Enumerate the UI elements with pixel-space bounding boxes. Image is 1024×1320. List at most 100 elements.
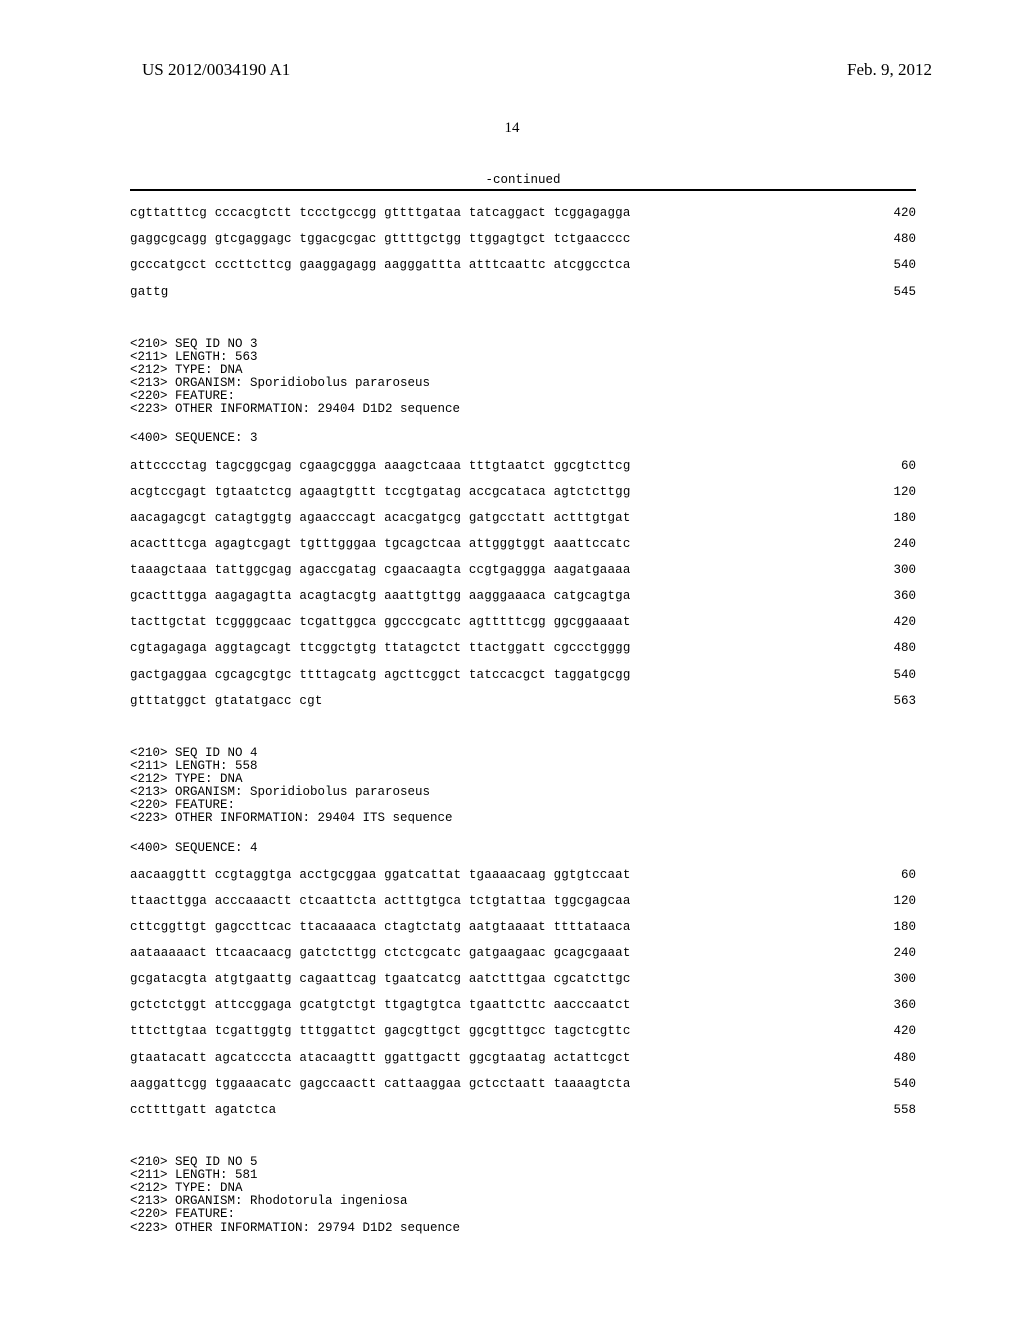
sequence-meta-line: <210> SEQ ID NO 3 — [130, 338, 916, 351]
sequence-line: gtttatggct gtatatgacc cgt 563 — [130, 695, 916, 708]
sequence-text: tacttgctat tcggggcaac tcgattggca ggcccgc… — [130, 616, 631, 629]
sequence-position: 180 — [858, 512, 916, 525]
sequence-meta-block: <400> SEQUENCE: 3 — [130, 432, 916, 445]
sequence-line: gactgaggaa cgcagcgtgc ttttagcatg agcttcg… — [130, 669, 916, 682]
sequence-text: aacagagcgt catagtggtg agaacccagt acacgat… — [130, 512, 631, 525]
sequence-text: aacaaggttt ccgtaggtga acctgcggaa ggatcat… — [130, 869, 631, 882]
sequence-text: gtaatacatt agcatcccta atacaagttt ggattga… — [130, 1052, 631, 1065]
sequence-position: 558 — [858, 1104, 916, 1117]
sequence-position: 60 — [858, 869, 916, 882]
sequence-line: gtaatacatt agcatcccta atacaagttt ggattga… — [130, 1052, 916, 1065]
sequence-line: gaggcgcagg gtcgaggagc tggacgcgac gttttgc… — [130, 233, 916, 246]
sequence-position: 545 — [858, 286, 916, 299]
sequence-meta-block: <400> SEQUENCE: 4 — [130, 842, 916, 855]
sequence-position: 480 — [858, 642, 916, 655]
sequence-position: 540 — [858, 1078, 916, 1091]
sequence-position: 360 — [858, 999, 916, 1012]
sequence-line: gattg 545 — [130, 286, 916, 299]
sequence-text: aataaaaact ttcaacaacg gatctcttgg ctctcgc… — [130, 947, 631, 960]
sequence-position: 60 — [858, 460, 916, 473]
spacer — [130, 312, 916, 322]
sequence-line: aataaaaact ttcaacaacg gatctcttgg ctctcgc… — [130, 947, 916, 960]
sequence-position: 300 — [858, 564, 916, 577]
sequence-line: cttcggttgt gagccttcac ttacaaaaca ctagtct… — [130, 921, 916, 934]
sequence-text: acactttcga agagtcgagt tgtttgggaa tgcagct… — [130, 538, 631, 551]
sequence-line: attcccctag tagcggcgag cgaagcggga aaagctc… — [130, 460, 916, 473]
sequence-text: gcccatgcct cccttcttcg gaaggagagg aagggat… — [130, 259, 631, 272]
sequence-line: cgttatttcg cccacgtctt tccctgccgg gttttga… — [130, 207, 916, 220]
sequence-line: tttcttgtaa tcgattggtg tttggattct gagcgtt… — [130, 1025, 916, 1038]
sequence-line: aacagagcgt catagtggtg agaacccagt acacgat… — [130, 512, 916, 525]
sequence-text: ccttttgatt agatctca — [130, 1104, 276, 1117]
sequence-meta-line: <211> LENGTH: 558 — [130, 760, 916, 773]
sequence-meta-line: <210> SEQ ID NO 4 — [130, 747, 916, 760]
sequence-position: 240 — [858, 947, 916, 960]
sequence-position: 240 — [858, 538, 916, 551]
sequence-meta-line: <400> SEQUENCE: 4 — [130, 842, 916, 855]
sequence-meta-line: <400> SEQUENCE: 3 — [130, 432, 916, 445]
sequence-position: 420 — [858, 1025, 916, 1038]
sequence-text: tttcttgtaa tcgattggtg tttggattct gagcgtt… — [130, 1025, 631, 1038]
sequence-meta-block: <210> SEQ ID NO 4<211> LENGTH: 558<212> … — [130, 747, 916, 826]
spacer — [130, 721, 916, 731]
sequence-listing-area: -continued cgttatttcg cccacgtctt tccctgc… — [130, 174, 916, 1249]
sequence-meta-line: <223> OTHER INFORMATION: 29794 D1D2 sequ… — [130, 1222, 916, 1235]
sequence-position: 480 — [858, 1052, 916, 1065]
sequence-text: cgtagagaga aggtagcagt ttcggctgtg ttatagc… — [130, 642, 631, 655]
sequence-meta-line: <223> OTHER INFORMATION: 29404 D1D2 sequ… — [130, 403, 916, 416]
sequence-position: 300 — [858, 973, 916, 986]
sequence-line: cgtagagaga aggtagcagt ttcggctgtg ttatagc… — [130, 642, 916, 655]
sequence-text: attcccctag tagcggcgag cgaagcggga aaagctc… — [130, 460, 631, 473]
sequence-position: 420 — [858, 207, 916, 220]
sequence-position: 420 — [858, 616, 916, 629]
sequence-position: 540 — [858, 669, 916, 682]
sequence-meta-block: <210> SEQ ID NO 5<211> LENGTH: 581<212> … — [130, 1156, 916, 1235]
sequence-position: 540 — [858, 259, 916, 272]
sequence-text: gattg — [130, 286, 169, 299]
sequence-line: acgtccgagt tgtaatctcg agaagtgttt tccgtga… — [130, 486, 916, 499]
sequence-text: cttcggttgt gagccttcac ttacaaaaca ctagtct… — [130, 921, 631, 934]
sequence-meta-line: <211> LENGTH: 581 — [130, 1169, 916, 1182]
sequence-text: gcactttgga aagagagtta acagtacgtg aaattgt… — [130, 590, 631, 603]
sequence-text: taaagctaaa tattggcgag agaccgatag cgaacaa… — [130, 564, 631, 577]
sequence-text: gactgaggaa cgcagcgtgc ttttagcatg agcttcg… — [130, 669, 631, 682]
spacer — [130, 1130, 916, 1140]
publication-date: Feb. 9, 2012 — [847, 60, 932, 80]
sequence-meta-block: <210> SEQ ID NO 3<211> LENGTH: 563<212> … — [130, 338, 916, 417]
sequence-line: ccttttgatt agatctca 558 — [130, 1104, 916, 1117]
sequence-line: gctctctggt attccggaga gcatgtctgt ttgagtg… — [130, 999, 916, 1012]
continued-label: -continued — [130, 174, 916, 187]
sequence-line: gcccatgcct cccttcttcg gaaggagagg aagggat… — [130, 259, 916, 272]
sequence-text: aaggattcgg tggaaacatc gagccaactt cattaag… — [130, 1078, 631, 1091]
sequence-line: aacaaggttt ccgtaggtga acctgcggaa ggatcat… — [130, 869, 916, 882]
sequence-position: 120 — [858, 895, 916, 908]
sequence-line: ttaacttgga acccaaactt ctcaattcta actttgt… — [130, 895, 916, 908]
sequence-position: 120 — [858, 486, 916, 499]
sequence-meta-line: <211> LENGTH: 563 — [130, 351, 916, 364]
sequence-meta-line: <213> ORGANISM: Rhodotorula ingeniosa — [130, 1195, 916, 1208]
page-number: 14 — [0, 120, 1024, 137]
publication-number: US 2012/0034190 A1 — [142, 60, 290, 80]
sequence-position: 180 — [858, 921, 916, 934]
sequence-text: gcgatacgta atgtgaattg cagaattcag tgaatca… — [130, 973, 631, 986]
sequence-line: aaggattcgg tggaaacatc gagccaactt cattaag… — [130, 1078, 916, 1091]
sequence-text: acgtccgagt tgtaatctcg agaagtgttt tccgtga… — [130, 486, 631, 499]
sequence-line: acactttcga agagtcgagt tgtttgggaa tgcagct… — [130, 538, 916, 551]
sequence-text: cgttatttcg cccacgtctt tccctgccgg gttttga… — [130, 207, 631, 220]
sequence-position: 480 — [858, 233, 916, 246]
sequence-text: ttaacttgga acccaaactt ctcaattcta actttgt… — [130, 895, 631, 908]
sequence-line: gcgatacgta atgtgaattg cagaattcag tgaatca… — [130, 973, 916, 986]
sequence-position: 563 — [858, 695, 916, 708]
sequence-text: gtttatggct gtatatgacc cgt — [130, 695, 323, 708]
sequence-line: taaagctaaa tattggcgag agaccgatag cgaacaa… — [130, 564, 916, 577]
sequence-line: gcactttgga aagagagtta acagtacgtg aaattgt… — [130, 590, 916, 603]
sequence-line: tacttgctat tcggggcaac tcgattggca ggcccgc… — [130, 616, 916, 629]
rule-line — [130, 189, 916, 191]
sequence-text: gctctctggt attccggaga gcatgtctgt ttgagtg… — [130, 999, 631, 1012]
sequence-text: gaggcgcagg gtcgaggagc tggacgcgac gttttgc… — [130, 233, 631, 246]
sequence-meta-line: <213> ORGANISM: Sporidiobolus pararoseus — [130, 377, 916, 390]
sequence-meta-line: <223> OTHER INFORMATION: 29404 ITS seque… — [130, 812, 916, 825]
sequence-position: 360 — [858, 590, 916, 603]
sequence-meta-line: <220> FEATURE: — [130, 1208, 916, 1221]
sequence-meta-line: <213> ORGANISM: Sporidiobolus pararoseus — [130, 786, 916, 799]
